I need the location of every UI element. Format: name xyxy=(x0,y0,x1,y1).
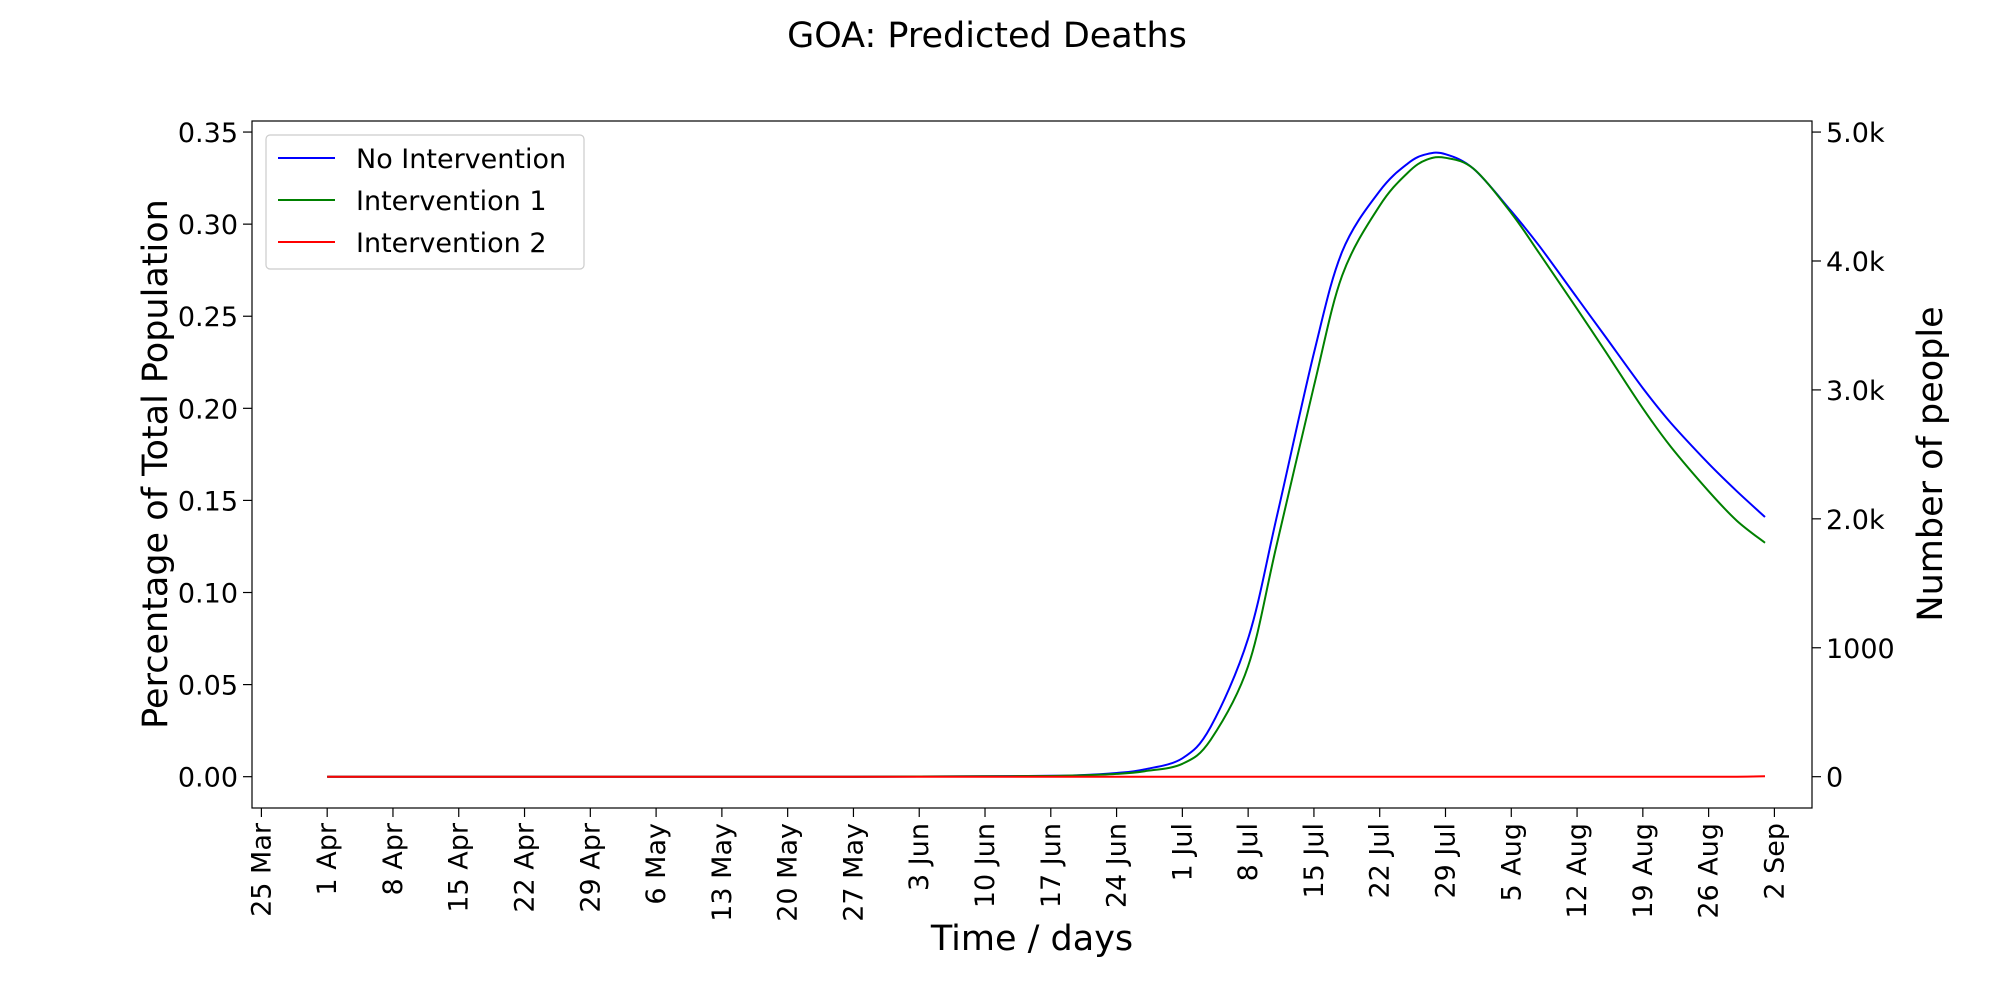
x-tick-label: 13 May xyxy=(707,823,738,922)
y2-tick-label: 2.0k xyxy=(1826,505,1885,536)
legend: No Intervention Intervention 1 Intervent… xyxy=(265,134,585,270)
y2-tick-label: 0 xyxy=(1826,763,1843,794)
x-tick-label: 19 Aug xyxy=(1628,823,1659,919)
x-axis-ticks: 25 Mar 1 Apr 8 Apr 15 Apr 22 Apr 29 Apr 6 May 1… xyxy=(246,808,1790,922)
x-tick-label: 29 Apr xyxy=(575,822,606,913)
x-tick-label: 10 Jun xyxy=(970,823,1001,908)
y-tick-label: 0.25 xyxy=(178,302,238,333)
x-tick-label: 24 Jun xyxy=(1102,823,1133,908)
x-tick-label: 8 Jul xyxy=(1233,823,1264,881)
x-tick-label: 26 Aug xyxy=(1694,823,1725,919)
x-tick-label: 12 Aug xyxy=(1562,823,1593,919)
y-tick-label: 0.10 xyxy=(178,579,238,610)
series-layer xyxy=(327,151,1766,778)
x-tick-label: 3 Jun xyxy=(904,823,935,891)
y2-tick-label: 5.0k xyxy=(1826,118,1885,149)
x-tick-label: 2 Sep xyxy=(1759,823,1790,900)
legend-label-intervention-1: Intervention 1 xyxy=(356,186,547,217)
y2-axis-label: Number of people xyxy=(1911,306,1951,621)
x-tick-label: 1 Apr xyxy=(312,822,343,895)
x-tick-label: 15 Apr xyxy=(444,822,475,913)
x-tick-label: 22 Apr xyxy=(510,822,541,913)
y-tick-label: 0.05 xyxy=(178,671,238,702)
chart-title: GOA: Predicted Deaths xyxy=(787,16,1187,56)
x-tick-label: 29 Jul xyxy=(1431,823,1462,899)
y-tick-label: 0.35 xyxy=(178,118,238,149)
y-tick-label: 0.15 xyxy=(178,486,238,517)
legend-label-intervention-2: Intervention 2 xyxy=(356,228,547,259)
y-tick-label: 0.30 xyxy=(178,210,238,241)
y2-tick-label: 3.0k xyxy=(1826,376,1885,407)
y2-axis-ticks: 0 1000 2.0k 3.0k 4.0k 5.0k xyxy=(1812,118,1895,794)
x-tick-label: 15 Jul xyxy=(1299,823,1330,899)
x-tick-label: 20 May xyxy=(773,823,804,922)
x-tick-label: 25 Mar xyxy=(246,822,277,917)
x-tick-label: 1 Jul xyxy=(1167,823,1198,881)
plot-frame xyxy=(251,120,1813,809)
legend-label-no-intervention: No Intervention xyxy=(356,144,566,175)
y2-tick-label: 4.0k xyxy=(1826,247,1885,278)
x-tick-label: 5 Aug xyxy=(1496,823,1527,901)
y2-tick-label: 1000 xyxy=(1826,634,1895,665)
x-tick-label: 27 May xyxy=(838,823,869,922)
x-tick-label: 6 May xyxy=(641,823,672,905)
x-axis-label: Time / days xyxy=(930,919,1133,959)
y-axis-ticks: 0.00 0.05 0.10 0.15 0.20 0.25 0.30 0.35 xyxy=(178,118,252,794)
x-tick-label: 8 Apr xyxy=(378,822,409,895)
x-tick-label: 17 Jun xyxy=(1036,823,1067,908)
y-tick-label: 0.20 xyxy=(178,394,238,425)
x-tick-label: 22 Jul xyxy=(1365,823,1396,899)
y-tick-label: 0.00 xyxy=(178,763,238,794)
y-axis-label: Percentage of Total Population xyxy=(136,199,176,729)
legend-box xyxy=(265,134,585,270)
